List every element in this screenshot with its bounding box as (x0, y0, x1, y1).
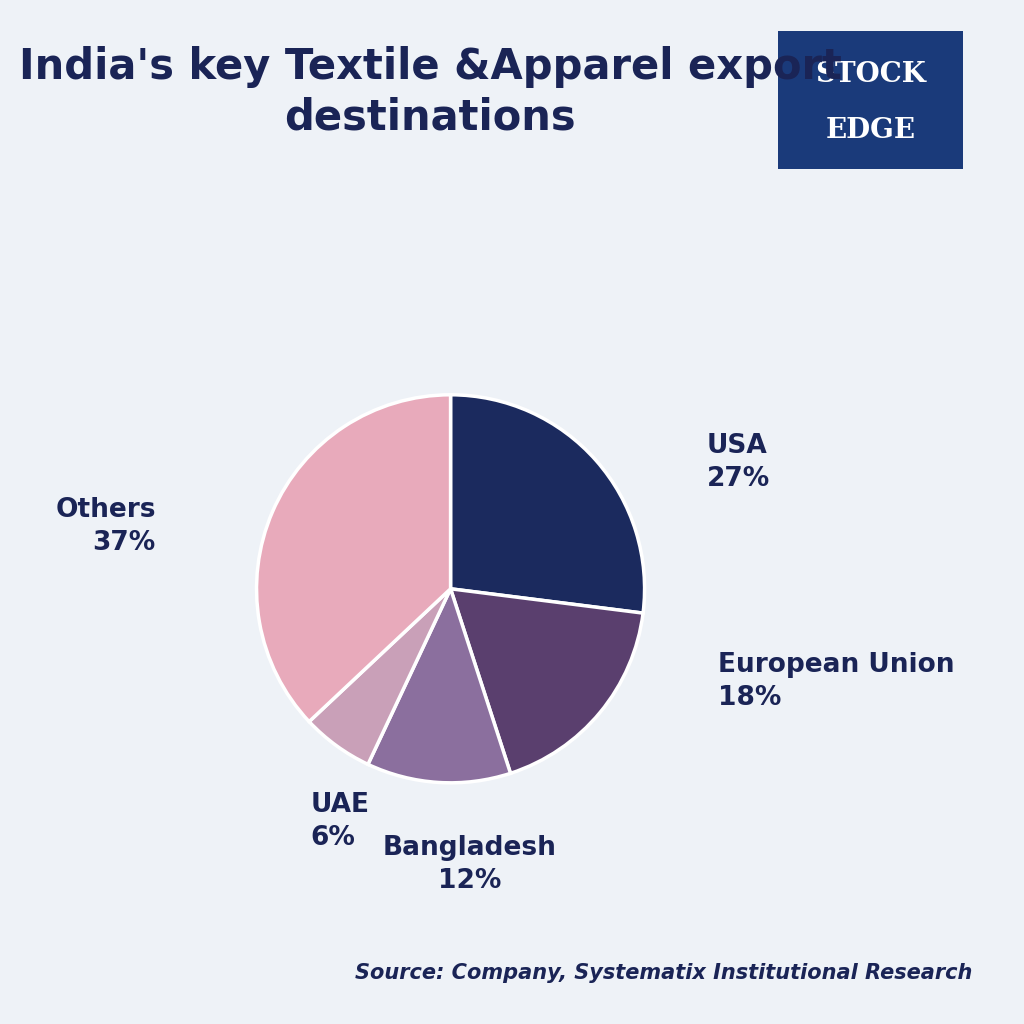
Wedge shape (309, 589, 451, 764)
Text: USA
27%: USA 27% (707, 433, 770, 493)
Wedge shape (451, 395, 644, 613)
Wedge shape (368, 589, 511, 782)
Wedge shape (451, 589, 643, 773)
Text: India's key Textile &Apparel export
destinations: India's key Textile &Apparel export dest… (18, 46, 842, 138)
Text: Source: Company, Systematix Institutional Research: Source: Company, Systematix Institutiona… (355, 963, 973, 983)
Text: EDGE: EDGE (825, 117, 915, 143)
Text: Bangladesh
12%: Bangladesh 12% (383, 835, 557, 894)
Text: STOCK: STOCK (815, 61, 926, 88)
FancyBboxPatch shape (778, 31, 963, 169)
Text: Others
37%: Others 37% (55, 498, 156, 556)
Text: UAE
6%: UAE 6% (311, 793, 370, 851)
Wedge shape (257, 395, 451, 722)
Text: European Union
18%: European Union 18% (718, 652, 954, 712)
